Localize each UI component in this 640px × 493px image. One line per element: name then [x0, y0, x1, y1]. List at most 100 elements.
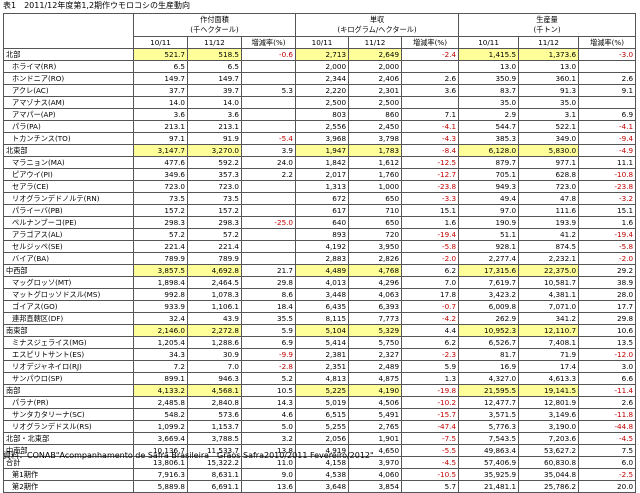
table-row: エスピリトサント(ES) 34.3 30.9 -9.9 2,381 2,327 -2.3 81… [3, 348, 637, 361]
value-cell: 97.0 [458, 204, 520, 217]
value-cell: 7,071.0 [518, 300, 580, 313]
value-cell: 221.4 [187, 240, 242, 253]
value-cell: 2.9 [458, 108, 520, 121]
change-cell [401, 60, 460, 73]
table-row: ホンドニア(RO) 149.7 149.7 2,344 2,406 2.6 350.9 360… [3, 72, 637, 85]
value-cell: 3,149.6 [518, 408, 580, 421]
value-cell: 3.6 [133, 108, 188, 121]
change-cell: -23.8 [578, 180, 637, 193]
change-cell: -4.5 [578, 432, 637, 445]
value-cell: 12,477.7 [458, 396, 520, 409]
value-cell: 7,203.6 [518, 432, 580, 445]
value-cell: 1,612 [348, 156, 403, 169]
value-cell: 97.1 [133, 132, 188, 145]
value-cell: 35,044.8 [518, 468, 580, 481]
value-cell: 3,448 [295, 288, 350, 301]
change-cell: 5.2 [240, 372, 297, 385]
value-cell: 91.9 [187, 132, 242, 145]
value-cell: 4,506 [348, 396, 403, 409]
change-cell: 10.5 [240, 384, 297, 397]
change-cell [240, 180, 297, 193]
change-cell: -4.1 [578, 120, 637, 133]
value-cell: 91.3 [518, 84, 580, 97]
row-label: アマゾナス(AM) [3, 96, 134, 109]
change-cell [401, 96, 460, 109]
change-cell: 29.8 [240, 276, 297, 289]
row-label: エスピリトサント(ES) [3, 348, 134, 361]
change-cell: -2.0 [578, 252, 637, 265]
table-row: 中南部 10,136.7 11,533.7 13.8 4,919 4,650 -5.5 49,… [3, 444, 637, 457]
change-cell: -0.6 [240, 48, 297, 61]
value-cell: 4,327.0 [458, 372, 520, 385]
value-cell: 2,500 [295, 96, 350, 109]
value-cell: 893 [295, 228, 350, 241]
value-cell: 2,381 [295, 348, 350, 361]
value-cell: 4,692.8 [187, 264, 242, 277]
value-cell: 3.6 [187, 108, 242, 121]
change-cell: 5.9 [240, 324, 297, 337]
value-cell: 10,952.3 [458, 324, 520, 337]
change-cell: -2.8 [240, 360, 297, 373]
value-cell: 3,147.7 [133, 144, 188, 157]
row-label: 北部・北東部 [3, 432, 134, 445]
table-row: 南部 4,133.2 4,568.1 10.5 5,225 4,190 -19.8 21,59… [3, 384, 637, 397]
value-cell: 4,568.1 [187, 384, 242, 397]
table-row: 北東部 3,147.7 3,270.0 3.9 1,947 1,783 -8.4 6,128.… [3, 144, 637, 157]
value-cell: 3,669.4 [133, 432, 188, 445]
change-cell: -44.8 [578, 420, 637, 433]
row-label: セルジッペ(SE) [3, 240, 134, 253]
value-cell: 2,351 [295, 360, 350, 373]
row-label: サンタカタリーナ(SC) [3, 408, 134, 421]
value-cell: 2,056 [295, 432, 350, 445]
change-cell: 3.2 [240, 432, 297, 445]
value-cell: 357.3 [187, 168, 242, 181]
change-cell: -19.4 [401, 228, 460, 241]
value-cell: 2,649 [348, 48, 403, 61]
change-cell: -2.5 [578, 468, 637, 481]
change-cell: -19.8 [401, 384, 460, 397]
value-cell: 1,901 [348, 432, 403, 445]
value-cell: 7.2 [133, 360, 188, 373]
change-cell: 6.2 [401, 336, 460, 349]
row-label: ミナスジェライス(MG) [3, 336, 134, 349]
table-row: パラ(PA) 213.1 213.1 2,556 2,450 -4.1 544.7 522.1… [3, 120, 637, 133]
table-row: ペルナンブーコ(PE) 298.3 298.3 -25.0 640 650 1.6 190.9… [3, 216, 637, 229]
value-cell: 518.5 [187, 48, 242, 61]
value-cell: 6.5 [187, 60, 242, 73]
value-cell: 6,515 [295, 408, 350, 421]
change-cell: 9.0 [240, 468, 297, 481]
row-label: パライーバ(PB) [3, 204, 134, 217]
change-cell: -11.8 [578, 408, 637, 421]
change-cell: 5.0 [240, 420, 297, 433]
value-cell: 21,595.5 [458, 384, 520, 397]
value-cell: 4,613.3 [518, 372, 580, 385]
change-cell [240, 192, 297, 205]
value-cell: 617 [295, 204, 350, 217]
value-cell: 4,875 [348, 372, 403, 385]
change-cell: -47.4 [401, 420, 460, 433]
value-cell: 1,760 [348, 168, 403, 181]
value-cell: 720 [348, 228, 403, 241]
change-cell: -4.1 [401, 120, 460, 133]
change-cell: 28.0 [578, 288, 637, 301]
value-cell: 521.7 [133, 48, 188, 61]
value-cell: 341.2 [518, 312, 580, 325]
table-row: 中西部 3,857.5 4,692.8 21.7 4,489 4,768 6.2 17,315… [3, 264, 637, 277]
change-cell: -3.2 [578, 192, 637, 205]
table-row: パライーバ(PB) 157.2 157.2 617 710 15.1 97.0 111.6 15… [3, 204, 637, 217]
change-cell: 4.6 [240, 408, 297, 421]
value-cell: 30.9 [187, 348, 242, 361]
value-cell: 149.7 [187, 72, 242, 85]
value-cell: 5,750 [348, 336, 403, 349]
value-cell: 385.3 [458, 132, 520, 145]
value-cell: 650 [348, 216, 403, 229]
value-cell: 5,225 [295, 384, 350, 397]
row-label: 南東部 [3, 324, 134, 337]
table-row: アクレ(AC) 37.7 39.7 5.3 2,220 2,301 3.6 83.7 91.3 9… [3, 84, 637, 97]
change-cell: 18.4 [240, 300, 297, 313]
change-cell [578, 60, 637, 73]
value-cell: 3,571.5 [458, 408, 520, 421]
value-cell: 933.9 [133, 300, 188, 313]
header-area: 作付面積 (千ヘクタール) [132, 13, 297, 37]
change-cell: 17.7 [578, 300, 637, 313]
